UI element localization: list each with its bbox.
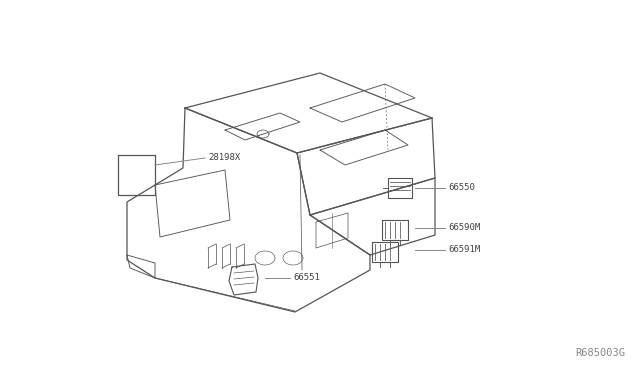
Text: 28198X: 28198X (208, 154, 240, 163)
Text: R685003G: R685003G (575, 348, 625, 358)
Text: 66590M: 66590M (448, 224, 480, 232)
Text: 66550: 66550 (448, 183, 475, 192)
Text: 66591M: 66591M (448, 246, 480, 254)
Text: 66551: 66551 (293, 273, 320, 282)
